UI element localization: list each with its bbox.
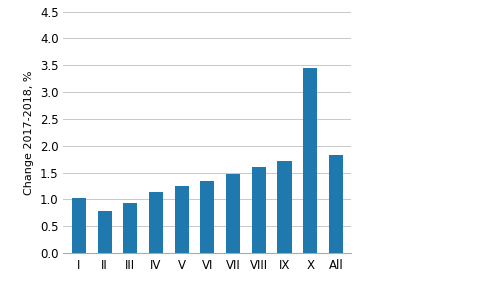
Bar bbox=[72, 198, 86, 253]
Bar bbox=[201, 181, 214, 253]
Bar bbox=[123, 203, 137, 253]
Bar bbox=[149, 192, 163, 253]
Bar bbox=[226, 174, 240, 253]
Bar bbox=[329, 155, 343, 253]
Bar bbox=[98, 211, 112, 253]
Bar bbox=[303, 68, 317, 253]
Bar bbox=[252, 167, 266, 253]
Bar bbox=[278, 162, 292, 253]
Y-axis label: Change 2017-2018, %: Change 2017-2018, % bbox=[24, 70, 34, 195]
Bar bbox=[175, 186, 189, 253]
